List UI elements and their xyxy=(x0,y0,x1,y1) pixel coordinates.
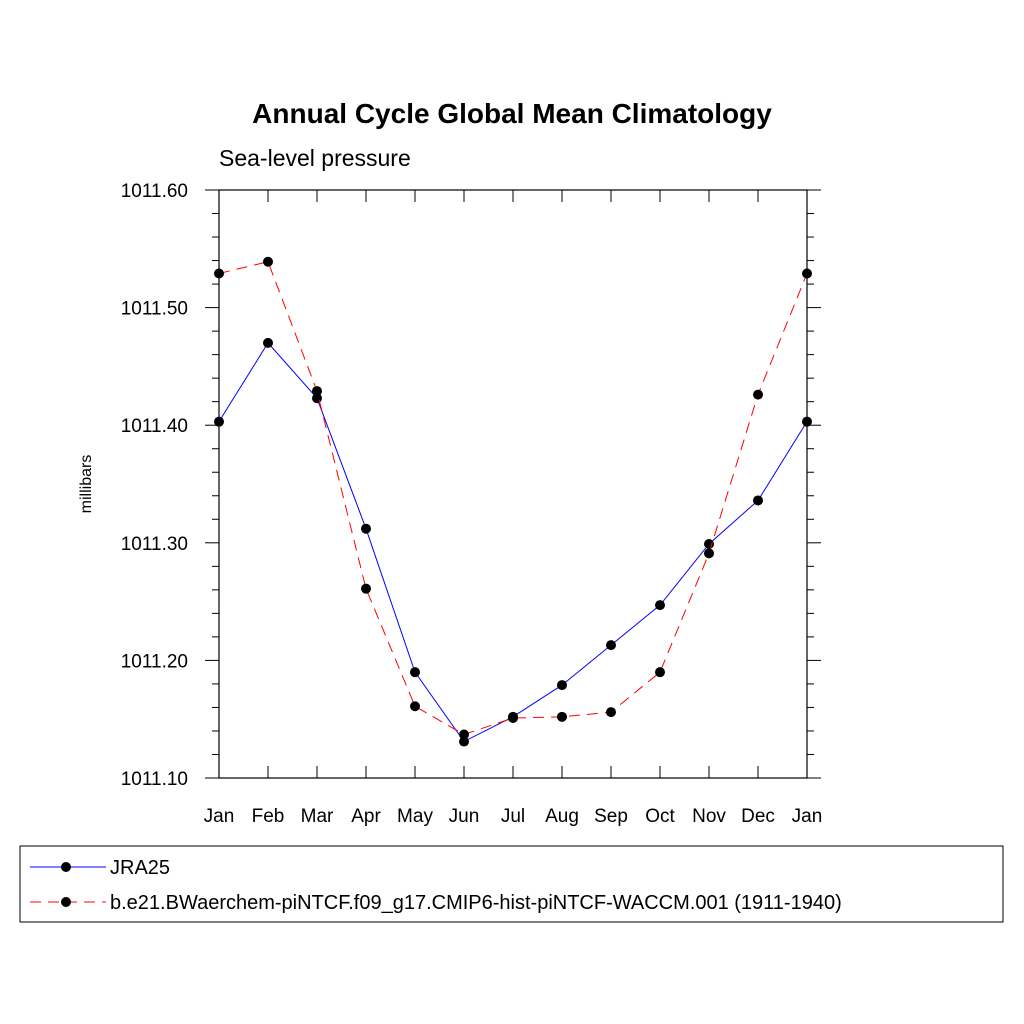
x-tick-label: Jan xyxy=(204,806,235,827)
axis-ticks: Jan Feb Mar Apr May Jun Jul Aug Sep Oct Nov Dec Jan 1… xyxy=(121,181,823,827)
x-tick-label: Aug xyxy=(545,806,579,827)
series-1-line xyxy=(218,342,808,743)
chart-subtitle: Sea-level pressure xyxy=(219,145,411,171)
series-2-point xyxy=(557,711,567,722)
x-tick-label: Feb xyxy=(252,806,285,827)
x-tick-label: Jan xyxy=(792,806,823,827)
x-tick-label: Mar xyxy=(301,806,334,827)
plot-frame xyxy=(218,189,808,779)
series-1-point xyxy=(263,337,273,348)
series-1-point xyxy=(361,523,371,534)
series-2-line xyxy=(218,261,808,736)
y-tick-label: 1011.30 xyxy=(121,534,188,555)
series-1-point xyxy=(753,495,763,506)
y-tick-label: 1011.10 xyxy=(121,769,188,790)
series-2-point xyxy=(214,268,224,279)
series-1-point xyxy=(606,640,616,651)
x-tick-label: Oct xyxy=(645,806,675,827)
series-1-point xyxy=(557,680,567,691)
series-1-point xyxy=(459,736,469,747)
chart-title: Annual Cycle Global Mean Climatology xyxy=(252,98,772,129)
legend-label: b.e21.BWaerchem-piNTCF.f09_g17.CMIP6-his… xyxy=(110,892,842,914)
series-2-point xyxy=(508,713,518,724)
series-1-point xyxy=(214,416,224,427)
legend-label: JRA25 xyxy=(110,857,170,879)
y-tick-label: 1011.50 xyxy=(121,299,188,320)
series-1-point xyxy=(410,667,420,678)
y-tick-label: 1011.20 xyxy=(121,651,188,672)
series-2-point xyxy=(802,268,812,279)
series-1-point xyxy=(802,416,812,427)
series-2-point xyxy=(606,707,616,718)
x-tick-label: Jul xyxy=(501,806,525,827)
series-layer xyxy=(214,256,812,747)
series-2 xyxy=(214,256,812,740)
series-2-point xyxy=(263,256,273,267)
legend: JRA25 b.e21.BWaerchem-piNTCF.f09_g17.CMIP… xyxy=(30,857,842,914)
series-2-point xyxy=(410,701,420,712)
series-2-point xyxy=(312,386,322,397)
series-1 xyxy=(214,337,812,747)
legend-box xyxy=(19,845,1004,923)
series-2-point xyxy=(459,729,469,740)
x-tick-label: Apr xyxy=(351,806,381,827)
legend-item-1: JRA25 xyxy=(30,857,170,879)
series-1-point xyxy=(704,538,714,549)
y-tick-label: 1011.60 xyxy=(121,181,188,202)
series-2-point xyxy=(704,548,714,559)
x-tick-label: Dec xyxy=(741,806,775,827)
x-tick-label: Nov xyxy=(692,806,726,827)
y-axis-label: millibars xyxy=(78,455,95,514)
series-2-point xyxy=(361,583,371,594)
x-tick-label: Jun xyxy=(449,806,480,827)
legend-swatch-marker xyxy=(61,862,71,872)
legend-item-2: b.e21.BWaerchem-piNTCF.f09_g17.CMIP6-his… xyxy=(30,892,842,914)
x-tick-label: May xyxy=(397,806,433,827)
legend-swatch-marker xyxy=(61,897,71,907)
series-2-point xyxy=(655,667,665,678)
series-1-point xyxy=(655,600,665,611)
x-tick-label: Sep xyxy=(594,806,628,827)
y-tick-label: 1011.40 xyxy=(121,416,188,437)
series-2-point xyxy=(753,389,763,400)
